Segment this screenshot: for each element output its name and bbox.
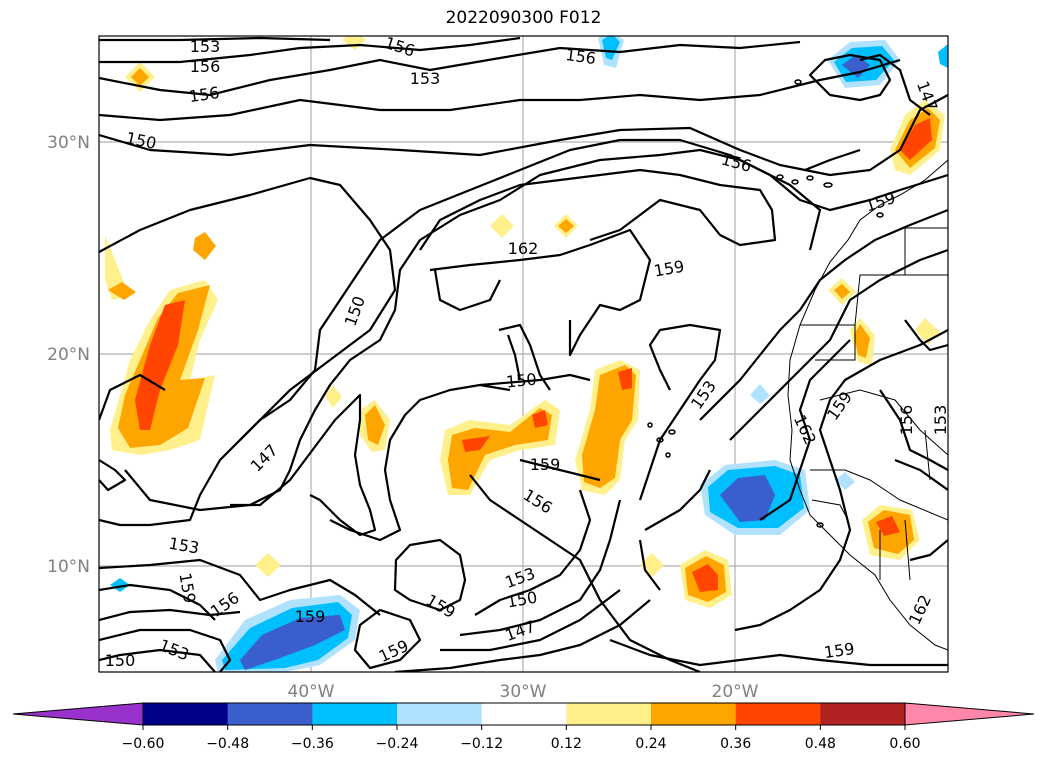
colorbar-tick-label: 0.36 <box>720 736 751 752</box>
height-contours <box>99 36 948 672</box>
lon-label-20w: 20°W <box>712 682 759 702</box>
contour-label: 156 <box>382 33 417 61</box>
lon-label-30w: 30°W <box>500 682 547 702</box>
contour-label: 159 <box>652 257 685 281</box>
contour-label: 159 <box>823 388 856 424</box>
contour-label: 150 <box>505 369 537 391</box>
contour-label: 159 <box>530 455 561 474</box>
contour-label: 153 <box>687 377 720 413</box>
contour-label: 159 <box>423 590 459 622</box>
contour-label: 156 <box>897 405 916 436</box>
contour-label: 159 <box>863 188 898 216</box>
contour-label: 150 <box>505 588 538 612</box>
colorbar-tick-label: −0.24 <box>376 736 419 752</box>
colorbar-cell <box>651 703 737 725</box>
lat-label-10n: 10°N <box>47 557 90 577</box>
contour-label: 156 <box>520 485 556 517</box>
contour-label: 159 <box>823 639 856 662</box>
longitude-labels: 40°W 30°W 20°W <box>288 682 759 702</box>
colorbar-extend-low <box>13 703 143 725</box>
small-contour-loops <box>647 79 884 528</box>
colorbar-cell <box>566 703 652 725</box>
colorbar-tick-label: 0.24 <box>635 736 666 752</box>
colorbar-cell <box>312 703 398 725</box>
contour-label: 162 <box>790 412 820 448</box>
contour-label: 156 <box>564 45 597 68</box>
colorbar-cell <box>735 703 821 725</box>
contour-label: 147 <box>247 441 282 476</box>
contour-label: 150 <box>124 128 158 153</box>
colorbar-extend-high <box>905 703 1034 725</box>
contour-label: 162 <box>905 592 935 628</box>
colorbar-tick-label: 0.48 <box>805 736 836 752</box>
colorbar-tick-label: −0.48 <box>206 736 249 752</box>
colorbar-cell <box>227 703 313 725</box>
colorbar-cell <box>397 703 483 725</box>
map-frame <box>98 35 949 673</box>
lat-label-30n: 30°N <box>47 133 90 153</box>
contour-label: 153 <box>156 635 191 664</box>
lat-label-20n: 20°N <box>47 345 90 365</box>
colorbar: −0.60 −0.48 −0.36 −0.24 −0.12 0.12 0.24 0.36 0.4… <box>12 702 1035 752</box>
colorbar-tick-label: 0.12 <box>551 736 582 752</box>
lon-label-40w: 40°W <box>288 682 335 702</box>
colorbar-tick-label: 0.60 <box>889 736 920 752</box>
map-title: 2022090300 F012 <box>445 8 602 28</box>
positive-anomaly-shading <box>105 36 945 608</box>
contour-label: 159 <box>175 571 199 604</box>
contour-label: 150 <box>341 294 369 329</box>
colorbar-tick-label: −0.36 <box>291 736 334 752</box>
colorbar-tick-label: −0.60 <box>122 736 165 752</box>
contour-label: 153 <box>167 534 200 558</box>
contour-label: 156 <box>188 83 221 106</box>
contour-label: 153 <box>410 69 441 88</box>
latitude-labels: 30°N 20°N 10°N <box>47 133 90 577</box>
coastlines <box>787 159 948 651</box>
colorbar-cell <box>820 703 906 725</box>
contour-label: 159 <box>295 607 326 626</box>
contour-label: 150 <box>105 651 136 670</box>
contour-label: 153 <box>931 405 950 436</box>
negative-anomaly-shading <box>110 36 948 672</box>
contour-label: 162 <box>508 239 539 258</box>
colorbar-outline-right <box>904 702 1035 726</box>
colorbar-cell <box>481 703 567 725</box>
colorbar-cell <box>143 703 229 725</box>
contour-label: 153 <box>190 37 221 56</box>
contour-label: 156 <box>190 57 221 76</box>
colorbar-tick-label: −0.12 <box>460 736 503 752</box>
contour-labels: 153 156 156 156 153 156 147 150 156 159 … <box>105 33 950 670</box>
gridlines <box>99 36 948 672</box>
